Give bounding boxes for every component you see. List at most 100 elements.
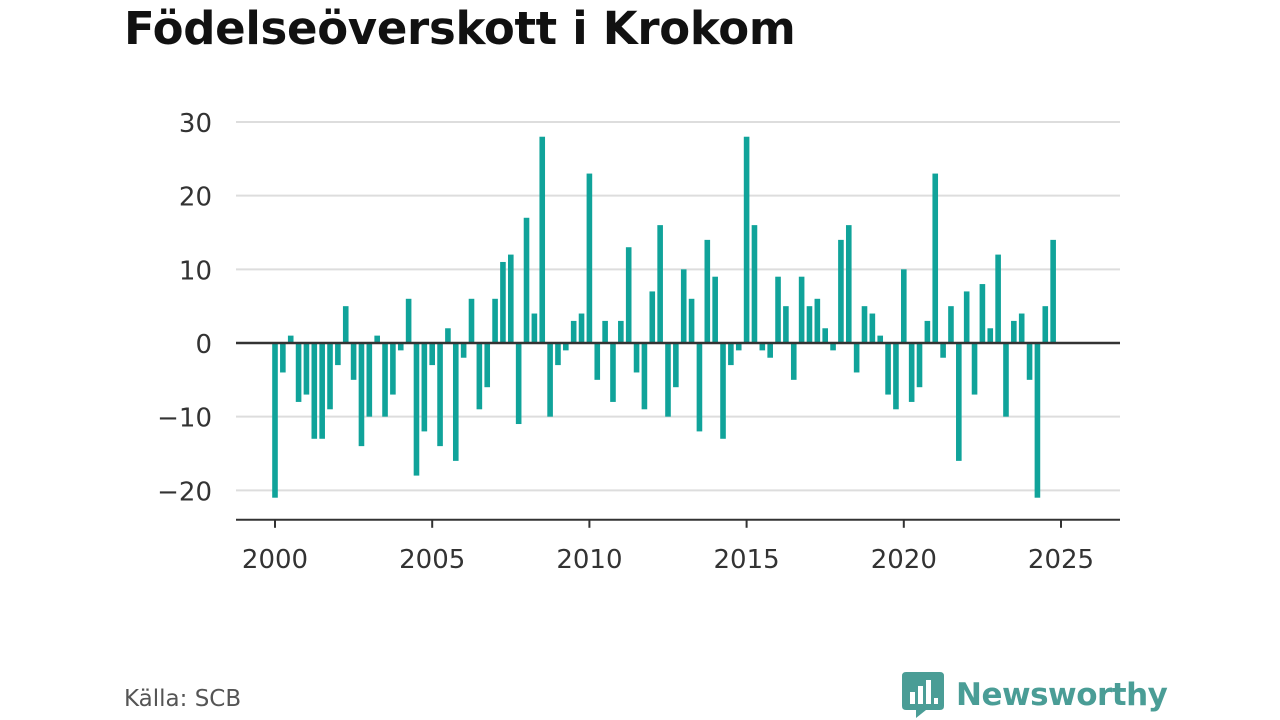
brand-name: Newsworthy	[956, 677, 1168, 713]
bar	[971, 343, 978, 395]
bar	[759, 343, 766, 351]
bar	[877, 335, 884, 343]
bar	[492, 298, 498, 343]
bar	[956, 343, 962, 461]
bar	[327, 343, 333, 410]
x-tick-label: 2010	[556, 545, 622, 575]
bar	[979, 284, 986, 343]
y-tick-label: 0	[195, 330, 212, 360]
bar	[932, 173, 939, 343]
bar	[822, 328, 828, 343]
bar	[625, 247, 632, 343]
bar	[735, 343, 742, 351]
bar	[1026, 343, 1033, 380]
bar	[563, 343, 569, 351]
bar	[987, 328, 994, 343]
bar	[1011, 320, 1017, 343]
bar	[437, 343, 443, 447]
y-tick-label: −20	[157, 477, 212, 507]
x-tick-label: 2000	[242, 545, 308, 575]
bar	[570, 320, 577, 343]
bar	[429, 343, 435, 366]
axes	[236, 341, 1120, 521]
bar	[382, 343, 388, 417]
bar	[641, 343, 648, 410]
bar	[366, 343, 373, 417]
bar	[1050, 239, 1056, 343]
bar	[508, 254, 514, 343]
bar	[743, 136, 750, 343]
bar	[861, 306, 868, 343]
bar	[460, 343, 467, 358]
bar	[995, 254, 1001, 343]
bar	[649, 291, 656, 343]
bar	[633, 343, 640, 373]
bar	[295, 343, 302, 402]
bar	[696, 343, 703, 432]
bar	[350, 343, 357, 380]
y-tick-label: 20	[179, 183, 212, 213]
bar	[940, 343, 946, 358]
source-note: Källa: SCB	[124, 686, 242, 712]
bar	[484, 343, 491, 388]
bar	[838, 239, 844, 343]
bar	[1003, 343, 1009, 417]
bar	[948, 306, 954, 343]
bar	[303, 343, 310, 395]
bar	[924, 320, 931, 343]
bar	[500, 261, 506, 343]
bar	[413, 343, 420, 476]
bar	[280, 343, 286, 373]
bar	[287, 335, 294, 343]
bar	[767, 343, 773, 358]
gridlines	[236, 121, 1120, 492]
bar	[806, 306, 813, 343]
bar	[853, 343, 860, 373]
bar	[901, 269, 907, 343]
bar	[1034, 343, 1041, 498]
bar	[783, 306, 789, 343]
bar	[893, 343, 899, 410]
bar	[602, 320, 608, 343]
bar	[523, 217, 530, 343]
y-axis-ticks: 30 20 10 0 −10 −20	[157, 109, 212, 507]
bar	[421, 343, 428, 432]
bar	[358, 343, 365, 447]
bar	[594, 343, 601, 380]
bar	[869, 313, 876, 343]
bar	[814, 298, 821, 343]
x-tick-label: 2015	[714, 545, 780, 575]
bar	[618, 320, 624, 343]
bar	[790, 343, 797, 380]
bar	[476, 343, 483, 410]
chart-title: Födelseöverskott i Krokom	[124, 2, 796, 55]
bar	[1042, 306, 1049, 343]
bar	[830, 343, 836, 351]
bar	[665, 343, 671, 417]
bar	[468, 298, 475, 343]
x-tick-label: 2020	[871, 545, 937, 575]
y-tick-label: −10	[157, 404, 212, 434]
bar	[445, 328, 451, 343]
brand-logo: Newsworthy	[902, 670, 1168, 720]
bar	[712, 276, 718, 343]
bar	[272, 343, 278, 498]
bar	[610, 343, 616, 402]
bar	[319, 343, 325, 439]
bar	[555, 343, 561, 366]
bars	[272, 136, 1056, 498]
bar	[342, 306, 349, 343]
bar	[728, 343, 734, 366]
bar	[688, 298, 695, 343]
bar	[515, 343, 522, 425]
bar	[751, 225, 758, 343]
newsworthy-logo-icon	[902, 672, 944, 718]
y-tick-label: 10	[179, 256, 212, 286]
bar	[531, 313, 538, 343]
bar	[680, 269, 687, 343]
bar	[673, 343, 679, 388]
bar	[704, 239, 711, 343]
bar	[539, 136, 546, 343]
bar	[311, 343, 318, 439]
